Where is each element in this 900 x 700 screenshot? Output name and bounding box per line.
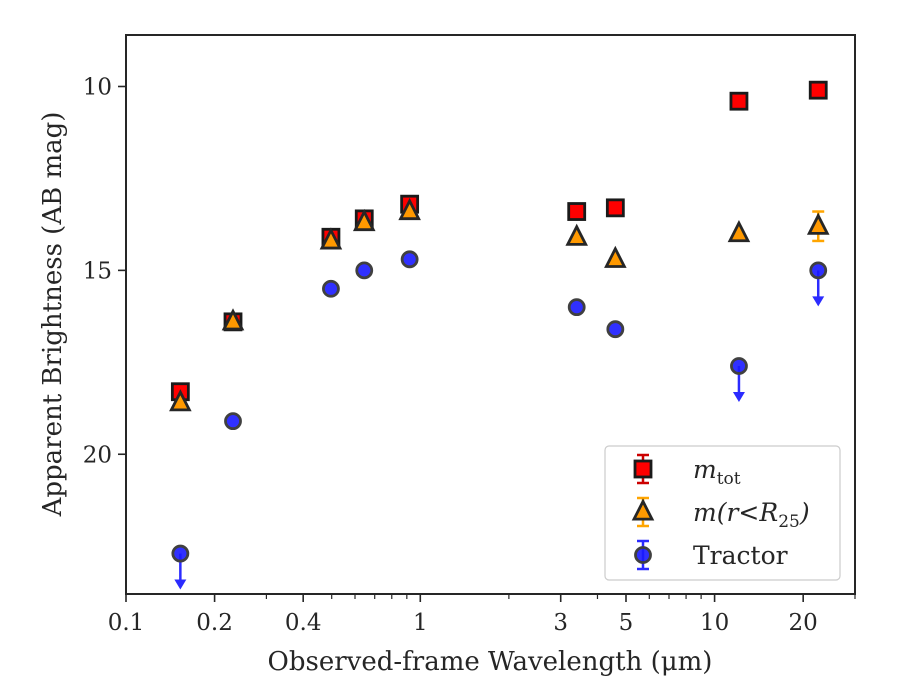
data-point bbox=[221, 308, 245, 331]
data-point bbox=[809, 261, 828, 280]
data-marks bbox=[169, 80, 830, 590]
x-tick-label: 20 bbox=[789, 610, 818, 636]
series-2 bbox=[171, 250, 828, 590]
x-tick-label: 0.1 bbox=[108, 610, 145, 636]
x-tick-label: 3 bbox=[553, 610, 568, 636]
upper-limit-arrowhead bbox=[812, 296, 825, 307]
y-tick-label: 10 bbox=[83, 74, 112, 100]
x-tick-label: 10 bbox=[700, 610, 729, 636]
data-point bbox=[322, 279, 340, 298]
y-tick-label: 15 bbox=[83, 258, 112, 284]
legend: mtot m(r<R25) Tractor bbox=[604, 445, 841, 581]
legend-marker bbox=[634, 546, 652, 564]
legend-label: m(r<R25) bbox=[693, 498, 810, 532]
data-point bbox=[567, 298, 586, 317]
data-point bbox=[169, 389, 192, 412]
data-point bbox=[606, 320, 625, 339]
x-tick-label: 0.2 bbox=[196, 610, 233, 636]
x-tick-label: 0.4 bbox=[285, 610, 322, 636]
axis-ticks: 0.1 0.2 0.4 1 3 5 10 20 10 15 20 bbox=[83, 74, 856, 636]
data-point bbox=[400, 250, 419, 269]
data-point bbox=[605, 198, 625, 218]
data-point bbox=[806, 212, 830, 235]
data-point bbox=[730, 357, 748, 375]
data-point bbox=[604, 245, 627, 268]
data-point bbox=[729, 91, 749, 111]
data-point bbox=[171, 544, 190, 563]
legend-box bbox=[604, 445, 841, 581]
upper-limit-arrowhead bbox=[732, 391, 745, 402]
x-axis-title: Observed-frame Wavelength (μm) bbox=[268, 647, 713, 677]
x-tick-label: 1 bbox=[413, 610, 428, 636]
upper-limit-arrowhead bbox=[174, 579, 187, 590]
legend-label: mtot bbox=[693, 455, 741, 489]
data-point bbox=[319, 227, 343, 250]
series-1 bbox=[169, 197, 830, 412]
data-point bbox=[398, 197, 421, 221]
x-tick-label: 5 bbox=[619, 610, 634, 636]
y-tick-label: 20 bbox=[83, 442, 112, 468]
data-point bbox=[352, 208, 376, 232]
legend-label: Tractor bbox=[693, 541, 788, 570]
data-point bbox=[727, 219, 751, 243]
legend-marker bbox=[631, 498, 655, 521]
data-point bbox=[565, 223, 588, 246]
data-point bbox=[808, 80, 828, 100]
data-point bbox=[224, 412, 242, 431]
data-point bbox=[567, 202, 587, 221]
y-axis-title: Apparent Brightness (AB mag) bbox=[38, 112, 68, 518]
data-point bbox=[355, 261, 374, 280]
legend-marker bbox=[633, 459, 653, 479]
